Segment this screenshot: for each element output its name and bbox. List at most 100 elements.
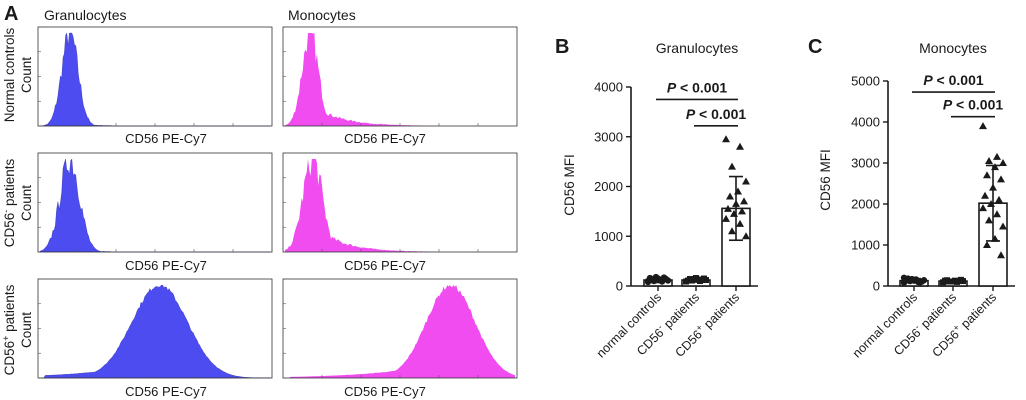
row-label-pre: CD56 [2, 341, 17, 376]
row-label-line1: CD56+ patients [1, 284, 17, 375]
y-tick-label: 2000 [851, 197, 880, 212]
data-point [979, 204, 987, 212]
row-label-pre: CD56 [2, 213, 17, 248]
p-value-symbol: P [667, 79, 677, 95]
chart-b-ylabel: CD56 MFI [562, 154, 577, 216]
chart-c-title: Monocytes [919, 40, 987, 56]
y-tick-label: 1000 [851, 238, 880, 253]
data-point [736, 219, 744, 227]
y-tick-label: 5000 [851, 74, 880, 89]
data-point [685, 277, 691, 284]
data-point [999, 222, 1007, 230]
data-point [728, 162, 736, 170]
row-label-line2: Count [19, 57, 34, 93]
category-post: patients [699, 290, 742, 333]
histogram-cd56neg-monocytes [282, 152, 518, 253]
y-tick-label: 4000 [594, 80, 623, 95]
hist-x-label: CD56 PE-Cy7 [125, 131, 207, 146]
row-label-cd56-pos-patients: CD56+ patients Count [1, 284, 34, 375]
data-point [742, 177, 750, 185]
col-title-monocytes: Monocytes [288, 7, 356, 23]
row-label-line1: Normal controls [2, 27, 17, 122]
data-point [738, 207, 746, 215]
row-label-cd56-neg-patients: CD56- patients Count [1, 158, 34, 247]
data-point [724, 204, 732, 212]
data-point [722, 135, 730, 143]
data-point [993, 152, 1001, 160]
histogram-fill [40, 284, 271, 379]
data-point [740, 197, 748, 205]
row-label-sup: + [1, 336, 11, 341]
p-value-symbol: P [686, 106, 696, 122]
data-point [997, 251, 1005, 259]
histogram-normal-monocytes [282, 26, 518, 127]
data-point [995, 195, 1003, 203]
category-sup: - [655, 322, 664, 331]
row-label-post: patients [2, 158, 17, 209]
data-point [983, 171, 991, 179]
histogram-fill [285, 33, 515, 126]
y-tick-label: 0 [616, 279, 623, 294]
histogram-fill [285, 159, 515, 252]
data-point [900, 274, 908, 281]
data-point [736, 142, 744, 150]
data-point [742, 232, 750, 240]
row-label-sup: - [1, 210, 11, 213]
row-label-line2: Count [19, 185, 34, 221]
hist-x-label: CD56 PE-Cy7 [125, 258, 207, 273]
data-point [997, 175, 1005, 183]
histogram-normal-granulocytes [37, 26, 273, 127]
p-value-label: P < 0.001 [686, 106, 747, 122]
data-point [981, 191, 989, 199]
x-category-label: normal controls [850, 290, 920, 360]
p-value-text: < 0.001 [676, 79, 727, 95]
histogram-fill [39, 158, 270, 253]
x-category-label: normal controls [594, 290, 664, 360]
data-point [985, 216, 993, 224]
histogram-cd56pos-granulocytes [37, 278, 273, 379]
row-label-line1: CD56- patients [1, 158, 17, 247]
hist-x-label: CD56 PE-Cy7 [344, 131, 426, 146]
histogram-cd56neg-granulocytes [37, 152, 273, 253]
chart-b-title: Granulocytes [656, 40, 738, 56]
data-point [985, 156, 993, 164]
data-point [958, 276, 964, 283]
row-label-normal-controls: Normal controls Count [2, 27, 34, 122]
category-pre: normal controls [594, 290, 664, 360]
histogram-cd56pos-monocytes [282, 278, 518, 379]
data-point [993, 210, 1001, 218]
data-point [999, 159, 1007, 166]
data-point [722, 214, 730, 222]
data-point [942, 277, 948, 284]
data-point [728, 227, 736, 235]
y-tick-label: 3000 [851, 156, 880, 171]
data-point [979, 122, 987, 130]
data-point [644, 277, 652, 285]
p-value-text: < 0.001 [695, 106, 746, 122]
panel-a-letter: A [4, 3, 18, 25]
p-value-label: P < 0.001 [943, 97, 1004, 113]
data-point [983, 241, 991, 248]
data-point [726, 192, 734, 200]
category-post: patients [956, 290, 999, 333]
hist-x-label: CD56 PE-Cy7 [125, 384, 207, 399]
category-pre: normal controls [850, 290, 920, 360]
y-tick-label: 0 [873, 279, 880, 294]
p-value-text: < 0.001 [933, 72, 984, 88]
data-point [658, 276, 666, 284]
y-tick-label: 4000 [851, 115, 880, 130]
p-value-label: P < 0.001 [923, 72, 984, 88]
row-label-line2: Count [19, 312, 34, 348]
p-value-label: P < 0.001 [667, 79, 728, 95]
hist-x-label: CD56 PE-Cy7 [344, 384, 426, 399]
category-sup: - [912, 322, 921, 331]
category-sup: + [951, 322, 962, 333]
panel-b-letter: B [555, 36, 569, 58]
panel-c-letter: C [808, 36, 822, 58]
chart-c-ylabel: CD56 MFI [818, 149, 833, 211]
row-label-post: patients [2, 284, 17, 335]
y-tick-label: 3000 [594, 129, 623, 144]
col-title-granulocytes: Granulocytes [44, 7, 126, 23]
